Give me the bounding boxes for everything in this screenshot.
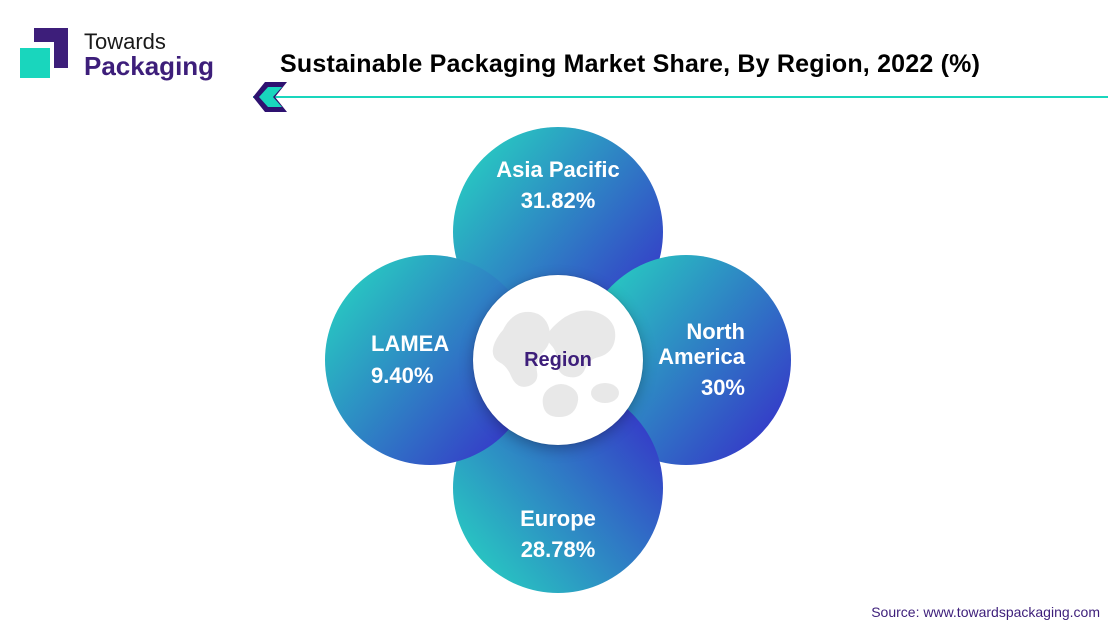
center-label: Region (524, 349, 592, 372)
chart-title: Sustainable Packaging Market Share, By R… (280, 50, 980, 79)
region-petal-right: North America 30% (581, 255, 791, 465)
region-petal-left: LAMEA 9.40% (325, 255, 535, 465)
region-petal-top: Asia Pacific 31.82% (453, 127, 663, 337)
logo-text: Towards Packaging (84, 30, 214, 80)
region-petal-bottom: Europe 28.78% (453, 383, 663, 593)
region-value: 30% (701, 375, 745, 401)
arrow-left-icon (253, 82, 287, 112)
region-name: Europe (520, 506, 596, 531)
title-underline (253, 96, 1108, 98)
region-name: LAMEA (371, 331, 449, 356)
infographic-canvas: Towards Packaging Sustainable Packaging … (0, 0, 1120, 630)
logo-line1: Towards (84, 30, 214, 53)
logo-mark-icon (20, 28, 74, 82)
region-share-diagram: Asia Pacific 31.82% North America 30% Europe… (0, 0, 1120, 630)
brand-logo: Towards Packaging (20, 28, 214, 82)
region-value: 31.82% (521, 188, 596, 214)
region-name: North America (635, 319, 745, 370)
region-value: 28.78% (521, 537, 596, 563)
logo-line2: Packaging (84, 53, 214, 80)
region-name: Asia Pacific (496, 157, 620, 182)
center-region-circle: Region (473, 275, 643, 445)
source-attribution: Source: www.towardspackaging.com (871, 604, 1100, 620)
world-map-icon (473, 275, 643, 445)
region-value: 9.40% (371, 363, 433, 389)
